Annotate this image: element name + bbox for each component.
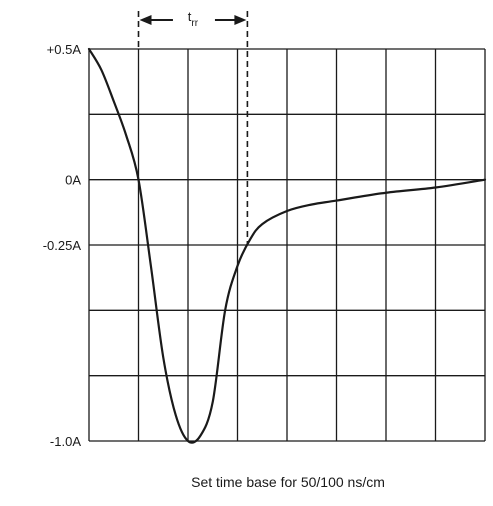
trr-label-main: t — [188, 9, 192, 24]
trr-left-arrowhead — [139, 15, 152, 25]
trr-label-subscript: rr — [191, 18, 198, 29]
y-tick-label: 0A — [65, 173, 81, 188]
y-tick-label: +0.5A — [47, 42, 82, 57]
chart-caption: Set time base for 50/100 ns/cm — [191, 474, 385, 490]
current-waveform-line — [87, 47, 487, 444]
y-tick-labels: +0.5A 0A -0.25A -1.0A — [43, 42, 82, 449]
y-tick-label: -1.0A — [50, 434, 81, 449]
y-tick-label: -0.25A — [43, 238, 82, 253]
trr-annotation: trr — [137, 9, 249, 245]
trr-label: trr — [188, 9, 199, 29]
trr-right-arrowhead — [234, 15, 247, 25]
grid — [88, 48, 486, 442]
